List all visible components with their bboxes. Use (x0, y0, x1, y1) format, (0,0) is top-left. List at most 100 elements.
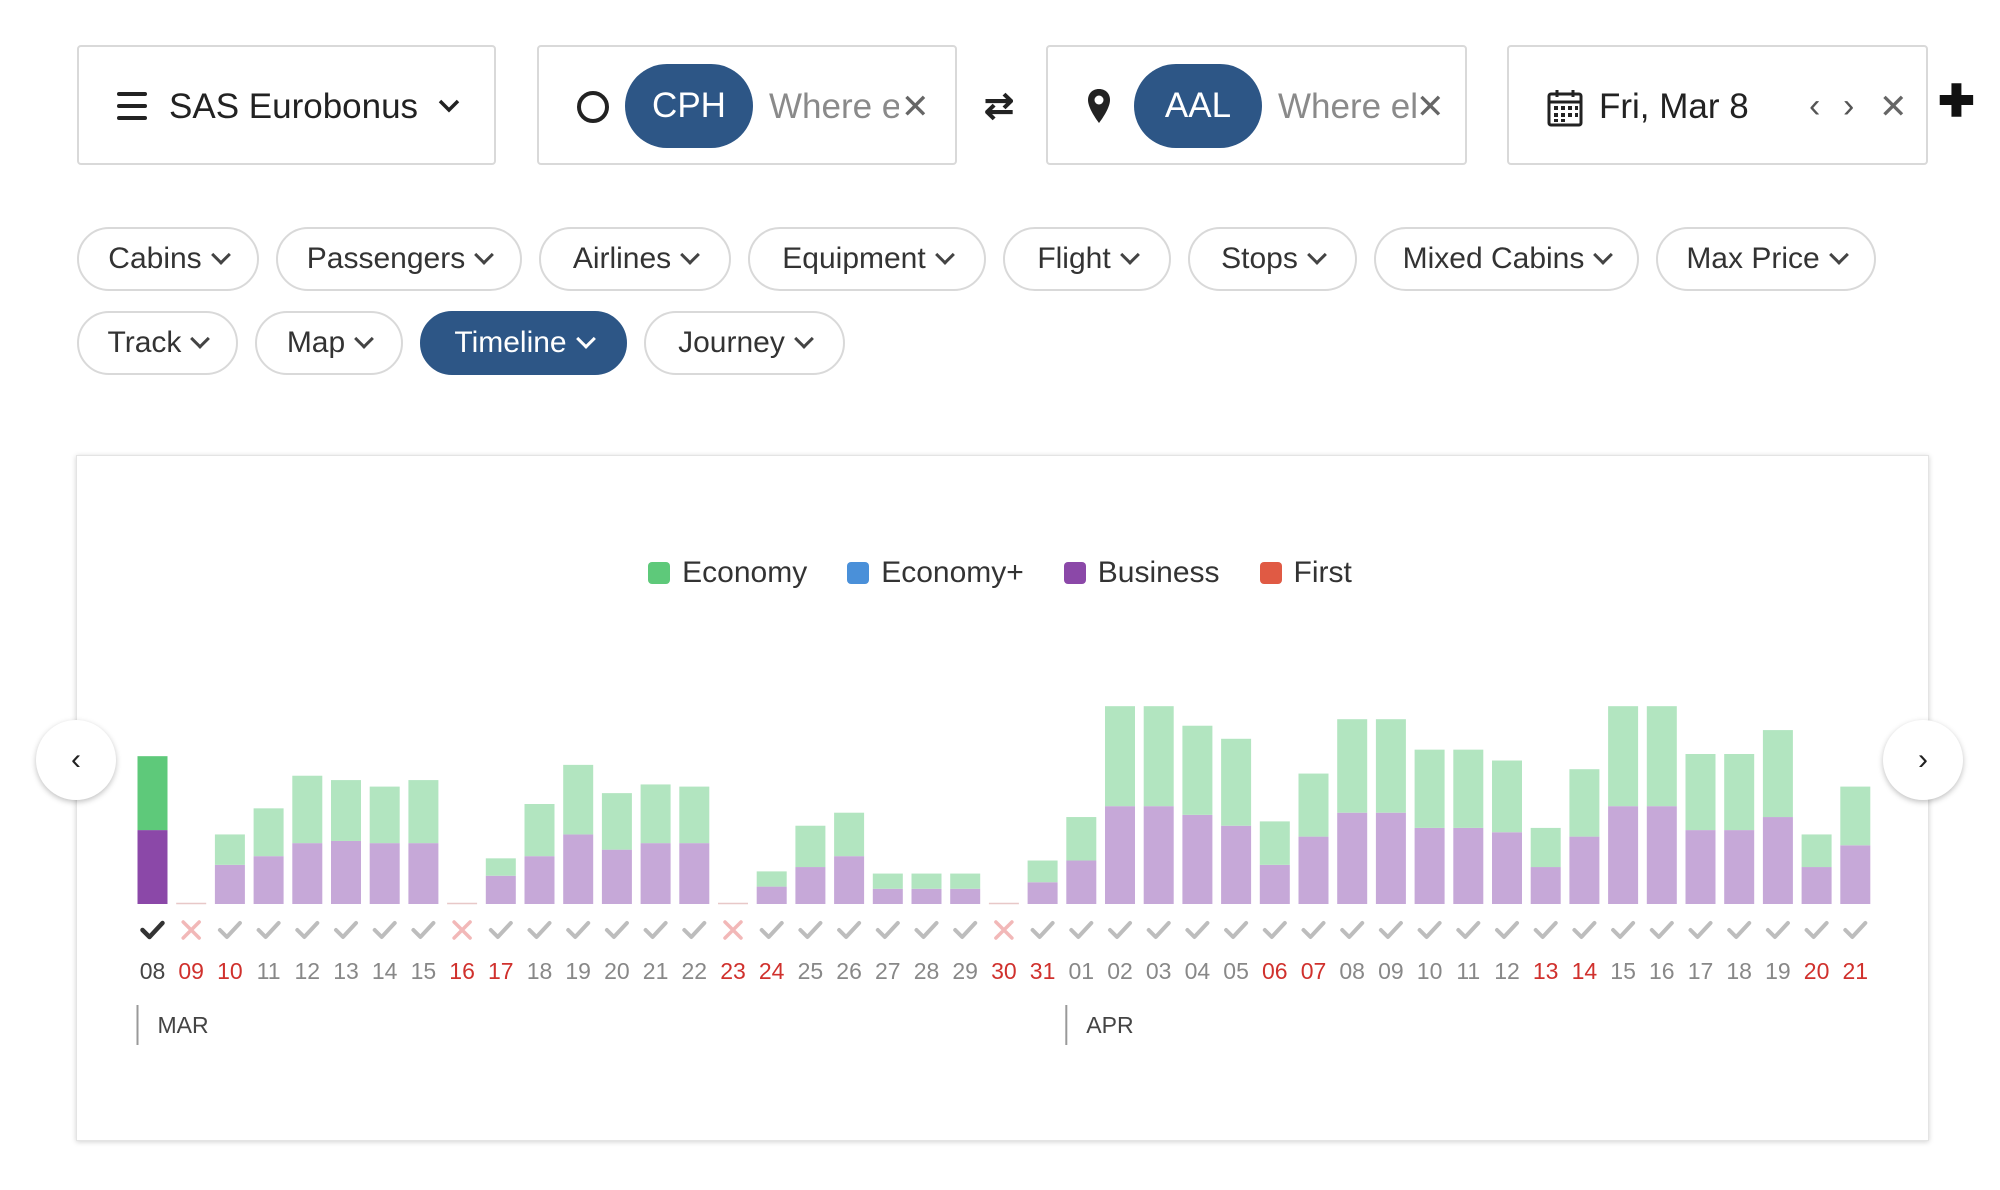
date-tick-label[interactable]: 11 (1456, 958, 1480, 984)
filter-passengers[interactable]: Passengers (276, 227, 522, 291)
date-tick-label[interactable]: 30 (991, 958, 1017, 984)
destination-airport-chip[interactable]: AAL (1134, 64, 1262, 148)
date-tick-label[interactable]: 09 (1378, 958, 1404, 984)
selected-date: Fri, Mar 8 (1599, 87, 1749, 126)
origin-airport-chip[interactable]: CPH (625, 64, 753, 148)
timeline-next-button[interactable]: › (1883, 720, 1963, 800)
filter-stops[interactable]: Stops (1188, 227, 1357, 291)
map-pin-icon (1088, 89, 1110, 123)
date-tick-label[interactable]: 05 (1223, 958, 1249, 984)
date-tick-label[interactable]: 12 (295, 958, 321, 984)
prev-date-icon[interactable]: ‹ (1809, 87, 1821, 125)
chevron-down-icon (1593, 245, 1614, 265)
next-date-icon[interactable]: › (1843, 87, 1855, 125)
clear-date-icon[interactable]: ✕ (1879, 88, 1908, 126)
date-tick-label[interactable]: 04 (1185, 958, 1211, 984)
chart-legend: Economy Economy+ Business First (0, 556, 2000, 590)
date-tick-label[interactable]: 16 (1649, 958, 1675, 984)
legend-economy-swatch (648, 562, 671, 584)
date-tick-label[interactable]: 14 (1572, 958, 1598, 984)
legend-economy-plus-swatch (847, 562, 870, 584)
date-tick-label[interactable]: 09 (178, 958, 204, 984)
date-tick-label[interactable]: 19 (1765, 958, 1791, 984)
date-tick-label[interactable]: 08 (140, 958, 166, 984)
date-tick-label[interactable]: 20 (1804, 958, 1830, 984)
chevron-down-icon (1306, 245, 1327, 265)
legend-business-swatch (1063, 562, 1086, 584)
date-tick-label[interactable]: 10 (1417, 958, 1443, 984)
date-tick-label[interactable]: 18 (527, 958, 553, 984)
date-tick-label[interactable]: 17 (1688, 958, 1714, 984)
chevron-right-icon: › (1918, 743, 1928, 776)
award-program-label: SAS Eurobonus (169, 87, 419, 126)
date-tick-label[interactable]: 29 (952, 958, 978, 984)
date-tick-label[interactable]: 15 (1610, 958, 1636, 984)
legend-business[interactable]: Business (1063, 556, 1220, 590)
date-tick-label[interactable]: 03 (1146, 958, 1172, 984)
chevron-down-icon (1828, 245, 1849, 265)
calendar-icon (1547, 90, 1583, 127)
filter-flight[interactable]: Flight (1003, 227, 1171, 291)
date-tick-label[interactable]: 19 (565, 958, 591, 984)
destination-field[interactable]: AAL Where else? ✕ (1046, 45, 1467, 165)
chevron-down-icon (190, 329, 211, 349)
date-tick-label[interactable]: 23 (720, 958, 746, 984)
destination-input[interactable]: Where else? (1278, 87, 1418, 126)
timeline-prev-button[interactable]: ‹ (36, 720, 116, 800)
swap-icon[interactable]: ⇄ (984, 85, 1015, 126)
add-segment-icon[interactable]: ✚ (1938, 77, 1975, 126)
date-tick-label[interactable]: 31 (1030, 958, 1056, 984)
chevron-down-icon (793, 329, 814, 349)
date-tick-label[interactable]: 13 (333, 958, 359, 984)
chevron-down-icon (438, 99, 460, 113)
date-field[interactable]: Fri, Mar 8 ‹ › ✕ (1507, 45, 1928, 165)
date-tick-label[interactable]: 21 (1843, 958, 1869, 984)
legend-economy-plus[interactable]: Economy+ (847, 556, 1024, 590)
filter-equipment[interactable]: Equipment (748, 227, 986, 291)
legend-first-swatch (1259, 562, 1282, 584)
date-tick-label[interactable]: 07 (1301, 958, 1327, 984)
chevron-down-icon (210, 245, 231, 265)
filter-track[interactable]: Track (77, 311, 238, 375)
award-program-select[interactable]: SAS Eurobonus (77, 45, 496, 165)
date-tick-label[interactable]: 11 (257, 958, 281, 984)
origin-field[interactable]: CPH Where else? ✕ (537, 45, 957, 165)
chevron-down-icon (1119, 245, 1140, 265)
date-tick-label[interactable]: 28 (914, 958, 940, 984)
date-tick-label[interactable]: 17 (488, 958, 514, 984)
date-tick-label[interactable]: 01 (1069, 958, 1095, 984)
date-tick-label[interactable]: 24 (759, 958, 785, 984)
filter-map[interactable]: Map (255, 311, 403, 375)
filter-journey[interactable]: Journey (644, 311, 845, 375)
filter-mixed-cabins[interactable]: Mixed Cabins (1374, 227, 1639, 291)
date-tick-label[interactable]: 13 (1533, 958, 1559, 984)
legend-first[interactable]: First (1259, 556, 1352, 590)
clear-destination-icon[interactable]: ✕ (1416, 88, 1445, 126)
date-tick-label[interactable]: 08 (1339, 958, 1365, 984)
date-tick-label[interactable]: 18 (1726, 958, 1752, 984)
date-tick-label[interactable]: 06 (1262, 958, 1288, 984)
date-tick-label[interactable]: 15 (411, 958, 437, 984)
date-tick-label[interactable]: 02 (1107, 958, 1133, 984)
origin-circle-icon (577, 91, 609, 123)
chevron-down-icon (474, 245, 495, 265)
date-tick-label[interactable]: 26 (836, 958, 862, 984)
filter-timeline[interactable]: Timeline (420, 311, 627, 375)
filter-cabins[interactable]: Cabins (77, 227, 259, 291)
filter-max-price[interactable]: Max Price (1656, 227, 1876, 291)
origin-input[interactable]: Where else? (769, 87, 899, 126)
date-tick-label[interactable]: 25 (798, 958, 824, 984)
date-tick-label[interactable]: 10 (217, 958, 243, 984)
chevron-down-icon (354, 329, 375, 349)
legend-economy[interactable]: Economy (648, 556, 807, 590)
date-tick-label[interactable]: 27 (875, 958, 901, 984)
chevron-down-icon (934, 245, 955, 265)
date-tick-label[interactable]: 12 (1494, 958, 1520, 984)
filter-airlines[interactable]: Airlines (539, 227, 731, 291)
date-tick-label[interactable]: 14 (372, 958, 398, 984)
date-tick-label[interactable]: 16 (449, 958, 475, 984)
clear-origin-icon[interactable]: ✕ (901, 88, 930, 126)
date-tick-label[interactable]: 22 (682, 958, 708, 984)
date-tick-label[interactable]: 21 (643, 958, 669, 984)
date-tick-label[interactable]: 20 (604, 958, 630, 984)
